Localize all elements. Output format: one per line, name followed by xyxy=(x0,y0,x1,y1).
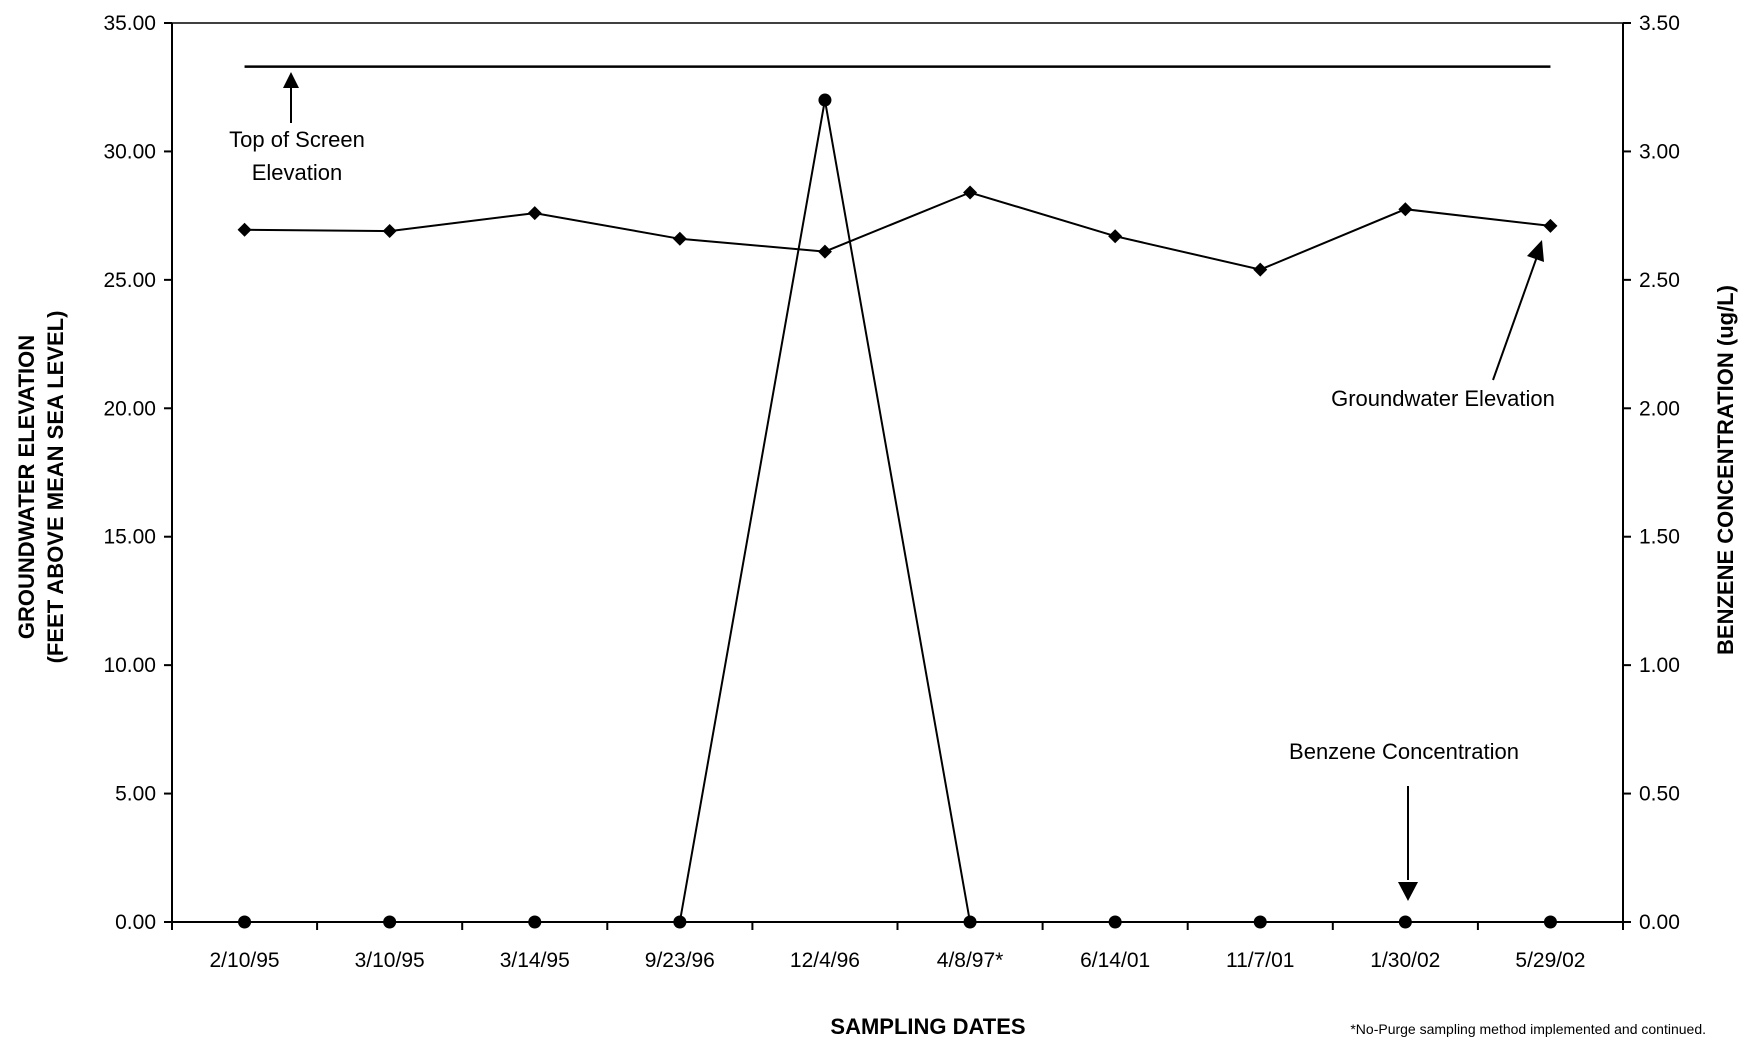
benzene-concentration-label: Benzene Concentration xyxy=(1289,739,1519,764)
x-tick-label: 12/4/96 xyxy=(790,949,860,972)
top-of-screen-arrowhead xyxy=(283,72,299,88)
benzene-concentration-point xyxy=(818,93,832,107)
benzene-concentration-point xyxy=(383,915,397,929)
benzene-concentration-point xyxy=(673,915,687,929)
y-right-tick-label: 0.50 xyxy=(1639,783,1680,806)
benzene-concentration-point xyxy=(1543,915,1557,929)
groundwater-elevation-label: Groundwater Elevation xyxy=(1331,386,1555,411)
benzene-concentration-point xyxy=(528,915,542,929)
groundwater-elevation-point xyxy=(527,206,542,221)
x-tick-label: 4/8/97* xyxy=(937,949,1004,972)
groundwater-elevation-point xyxy=(963,185,978,200)
y-left-tick-label: 25.00 xyxy=(103,269,156,292)
benzene-concentration-line xyxy=(244,99,1551,923)
groundwater-elevation-point xyxy=(1543,218,1558,233)
x-tick-label: 6/14/01 xyxy=(1080,949,1150,972)
groundwater-arrowhead xyxy=(1527,240,1544,262)
y-left-tick-label: 0.00 xyxy=(115,911,156,934)
y-right-tick-label: 2.00 xyxy=(1639,397,1680,420)
x-tick-label: 3/14/95 xyxy=(500,949,570,972)
benzene-concentration-point xyxy=(1398,915,1412,929)
y-left-tick-label: 35.00 xyxy=(103,12,156,35)
groundwater-arrow xyxy=(1492,250,1540,381)
y-axis-right-title: BENZENE CONCENTRATION (ug/L) xyxy=(1713,285,1738,655)
benzene-concentration-point xyxy=(963,915,977,929)
y-right-tick-label: 3.50 xyxy=(1639,12,1680,35)
plot-area xyxy=(237,65,1558,929)
groundwater-elevation-point xyxy=(1253,262,1268,277)
y-right-tick-label: 3.00 xyxy=(1639,140,1680,163)
x-tick-label: 1/30/02 xyxy=(1370,949,1440,972)
x-axis-title: SAMPLING DATES xyxy=(830,1014,1025,1039)
benzene-concentration-point xyxy=(1108,915,1122,929)
top-of-screen-label-line1: Top of Screen xyxy=(229,127,365,152)
y-axis-left-title-line1: GROUNDWATER ELEVATION xyxy=(14,335,39,639)
y-left-tick-label: 15.00 xyxy=(103,526,156,549)
y-left-tick-label: 5.00 xyxy=(115,783,156,806)
footnote: *No-Purge sampling method implemented an… xyxy=(1350,1021,1706,1037)
groundwater-elevation-point xyxy=(817,244,832,259)
y-right-tick-label: 1.00 xyxy=(1639,654,1680,677)
benzene-concentration-point xyxy=(1253,915,1267,929)
top-of-screen-label-line2: Elevation xyxy=(252,160,343,185)
x-tick-label: 3/10/95 xyxy=(355,949,425,972)
benzene-concentration-point xyxy=(238,915,252,929)
benzene-arrowhead xyxy=(1398,882,1418,901)
y-left-tick-label: 10.00 xyxy=(103,654,156,677)
groundwater-elevation-point xyxy=(1398,202,1413,217)
groundwater-elevation-line xyxy=(244,191,1551,271)
y-right-tick-label: 0.00 xyxy=(1639,911,1680,934)
groundwater-elevation-point xyxy=(237,222,252,237)
y-right-tick-label: 1.50 xyxy=(1639,526,1680,549)
x-tick-label: 5/29/02 xyxy=(1515,949,1585,972)
y-left-tick-label: 20.00 xyxy=(103,397,156,420)
y-left-tick-label: 30.00 xyxy=(103,140,156,163)
groundwater-elevation-point xyxy=(382,224,397,239)
axes: 0.00 5.00 10.00 15.00 20.00 25.00 30.00 35.00 0.… xyxy=(103,12,1679,972)
x-tick-label: 2/10/95 xyxy=(210,949,280,972)
y-right-tick-label: 2.50 xyxy=(1639,269,1680,292)
groundwater-elevation-point xyxy=(672,231,687,246)
x-tick-label: 9/23/96 xyxy=(645,949,715,972)
groundwater-elevation-point xyxy=(1108,229,1123,244)
labels: GROUNDWATER ELEVATION (FEET ABOVE MEAN S… xyxy=(14,72,1738,1039)
y-axis-left-title-line2: (FEET ABOVE MEAN SEA LEVEL) xyxy=(43,311,68,664)
x-tick-label: 11/7/01 xyxy=(1226,949,1295,972)
